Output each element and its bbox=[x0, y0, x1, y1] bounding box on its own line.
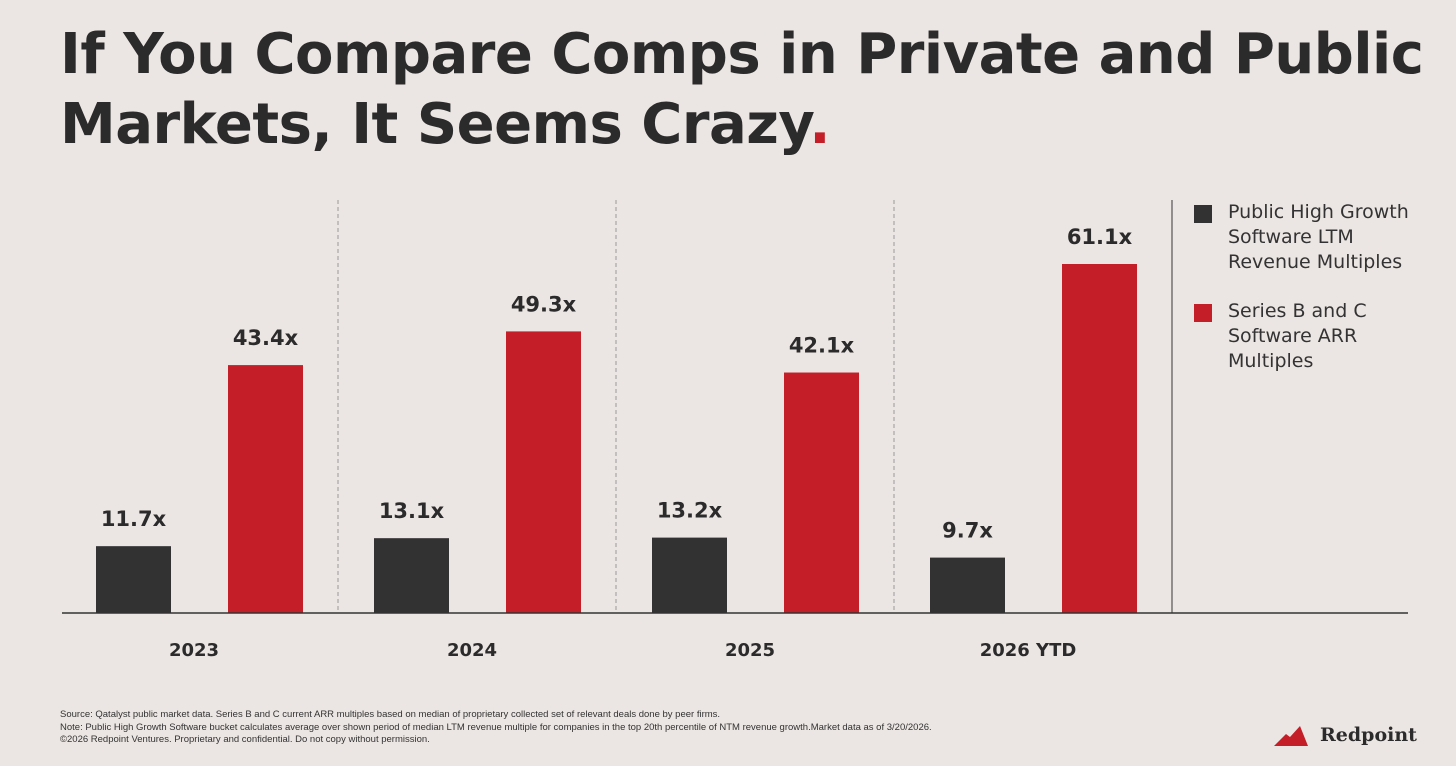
page-title: If You Compare Comps in Private and Publ… bbox=[60, 20, 1440, 160]
footnote-copyright: ©2026 Redpoint Ventures. Proprietary and… bbox=[60, 734, 430, 745]
data-label: 13.1x bbox=[379, 499, 445, 523]
bar-public bbox=[374, 538, 449, 613]
legend-swatch-private bbox=[1194, 304, 1212, 322]
data-label: 42.1x bbox=[789, 334, 855, 358]
bar-public bbox=[96, 546, 171, 613]
data-label: 61.1x bbox=[1067, 225, 1133, 249]
redpoint-logo: Redpoint bbox=[1274, 724, 1417, 746]
title-text: If You Compare Comps in Private and Publ… bbox=[60, 22, 1424, 157]
footnote-note: Note: Public High Growth Software bucket… bbox=[60, 721, 932, 733]
x-tick-label: 2024 bbox=[447, 640, 497, 661]
bar-private bbox=[228, 365, 303, 613]
data-label: 49.3x bbox=[511, 292, 577, 316]
data-label: 43.4x bbox=[233, 326, 299, 350]
legend-item-private: Series B and C Software ARR Multiples bbox=[1194, 299, 1454, 374]
data-label: 13.2x bbox=[657, 499, 723, 523]
footnote-source: Source: Qatalyst public market data. Ser… bbox=[60, 709, 721, 720]
footnotes: Source: Qatalyst public market data. Ser… bbox=[60, 709, 932, 747]
x-tick-label: 2025 bbox=[725, 640, 775, 661]
legend-item-public: Public High Growth Software LTM Revenue … bbox=[1194, 200, 1454, 275]
bar-public bbox=[652, 537, 727, 613]
x-tick-label: 2023 bbox=[169, 640, 219, 661]
bar-public bbox=[930, 557, 1005, 613]
legend-swatch-public bbox=[1194, 205, 1212, 223]
legend-label-public: Public High Growth Software LTM Revenue … bbox=[1228, 201, 1409, 273]
mountain-icon bbox=[1274, 726, 1308, 746]
logo-text: Redpoint bbox=[1320, 724, 1417, 746]
bar-private bbox=[506, 331, 581, 613]
data-label: 11.7x bbox=[101, 507, 167, 531]
legend: Public High Growth Software LTM Revenue … bbox=[1194, 200, 1454, 398]
legend-label-private: Series B and C Software ARR Multiples bbox=[1228, 300, 1367, 372]
title-dot: . bbox=[809, 92, 831, 157]
x-tick-label: 2026 YTD bbox=[980, 640, 1077, 661]
data-label: 9.7x bbox=[942, 519, 993, 543]
bar-private bbox=[784, 372, 859, 613]
bar-private bbox=[1062, 264, 1137, 613]
